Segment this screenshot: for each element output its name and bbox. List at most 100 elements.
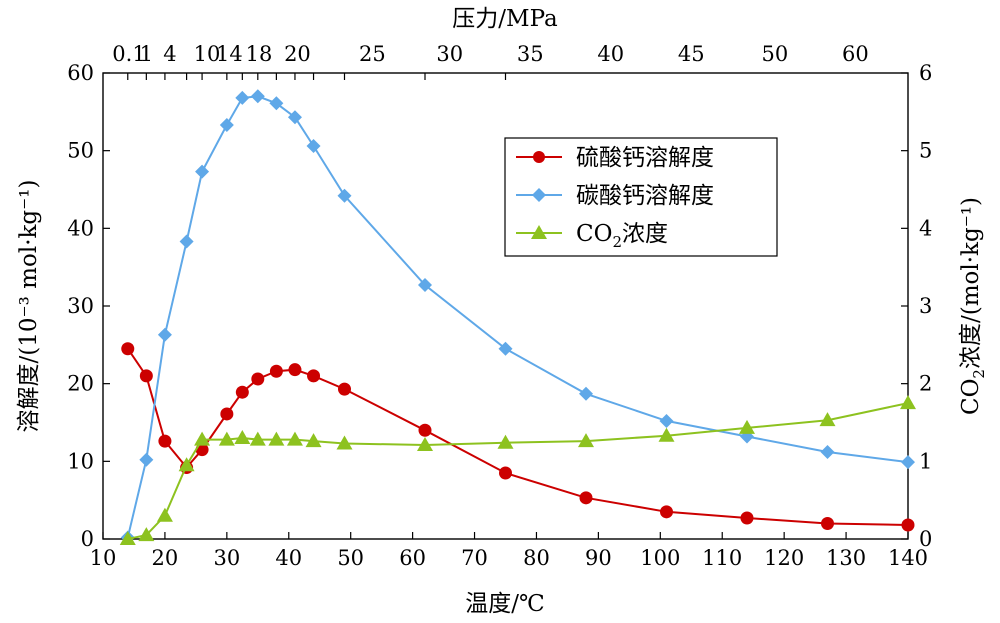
y-left-tick-label: 30 — [67, 294, 94, 318]
x-tick-label: 50 — [337, 546, 364, 570]
y-left-tick-label: 50 — [67, 139, 94, 163]
legend-label-series-0: 硫酸钙溶解度 — [576, 145, 714, 171]
data-point-circle — [307, 369, 321, 383]
y-right-tick-label: 5 — [919, 139, 932, 163]
data-point-circle — [740, 511, 754, 525]
y-left-tick-label: 60 — [67, 61, 94, 85]
legend-item-series-2: CO2浓度 — [516, 221, 668, 251]
legend-item-series-1: 碳酸钙溶解度 — [516, 183, 714, 209]
legend-label-series-2-part-1: CO — [576, 221, 612, 247]
data-point-diamond — [820, 445, 835, 460]
series-line-2 — [127, 402, 909, 540]
y-right-axis-title: CO2浓度/(mol·kg⁻¹) — [958, 197, 988, 415]
data-point-diamond — [287, 110, 302, 125]
y-left-tick-label: 0 — [81, 527, 94, 551]
x-tick-label: 10 — [90, 546, 117, 570]
x2-tick-label: 10 — [194, 42, 221, 66]
x2-tick-label: 20 — [284, 42, 311, 66]
data-point-circle — [418, 423, 432, 437]
axis-ticks: 10 20 30 40 50 60 70 80 90 100 110 120 130 1400102030… — [67, 42, 932, 570]
data-point-triangle — [234, 430, 251, 445]
data-point-triangle — [286, 431, 303, 446]
x2-tick-label: 1 — [140, 42, 153, 66]
y-left-tick-label: 40 — [67, 216, 94, 240]
data-point-triangle — [305, 433, 322, 448]
x2-tick-label: 35 — [517, 42, 544, 66]
data-point-circle — [121, 342, 135, 356]
data-point-circle — [220, 407, 234, 421]
data-point-triangle — [119, 531, 136, 545]
data-point-circle — [499, 466, 512, 480]
y-right-title-part-2: 浓度/(mol·kg⁻¹) — [958, 197, 984, 369]
data-point-circle — [660, 505, 673, 519]
y-left-tick-label: 20 — [67, 372, 94, 396]
data-point-circle — [821, 516, 834, 530]
data-point-diamond — [235, 90, 250, 105]
data-point-diamond — [337, 188, 352, 203]
data-point-triangle — [156, 507, 173, 522]
data-point-diamond — [306, 139, 321, 154]
data-point-circle — [235, 385, 249, 399]
x2-tick-label: 18 — [246, 42, 273, 66]
data-point-triangle — [138, 527, 155, 542]
y-right-tick-label: 1 — [919, 449, 932, 473]
x-tick-label: 100 — [640, 546, 680, 570]
data-point-circle — [251, 372, 265, 386]
x-tick-label: 30 — [213, 546, 240, 570]
y-right-title-sub: 2 — [970, 369, 988, 379]
y-right-tick-label: 0 — [919, 527, 932, 551]
data-point-triangle — [497, 434, 514, 449]
y-right-title-part-1: CO — [958, 379, 984, 415]
x2-tick-label: 45 — [678, 42, 705, 66]
x-tick-label: 40 — [275, 546, 302, 570]
data-point-circle — [288, 363, 302, 377]
y-left-axis-title: 溶解度/(10⁻³ mol·kg⁻¹) — [16, 180, 42, 433]
legend: 硫酸钙溶解度 碳酸钙溶解度 CO2浓度 — [504, 137, 778, 257]
data-point-diamond — [269, 96, 284, 111]
x-tick-label: 90 — [585, 546, 612, 570]
x-tick-label: 60 — [399, 546, 426, 570]
x2-tick-label: 14 — [216, 42, 243, 66]
data-point-circle — [338, 382, 351, 396]
x-tick-label: 120 — [764, 546, 804, 570]
data-point-triangle — [739, 419, 755, 434]
x2-tick-label: 40 — [597, 42, 624, 66]
x2-tick-label: 30 — [436, 42, 463, 66]
data-point-circle — [579, 491, 593, 505]
data-point-triangle — [578, 433, 594, 448]
data-point-triangle — [268, 431, 285, 446]
legend-label-series-2: CO2浓度 — [576, 221, 668, 251]
data-point-diamond — [219, 118, 234, 133]
y-right-tick-label: 4 — [919, 216, 932, 240]
data-point-triangle — [417, 437, 433, 452]
data-point-triangle — [218, 431, 235, 446]
legend-label-series-1: 碳酸钙溶解度 — [576, 183, 714, 209]
legend-label-series-2-part-2: 浓度 — [622, 221, 668, 247]
data-point-triangle — [336, 435, 353, 450]
data-point-diamond — [498, 341, 513, 356]
y-right-tick-label: 6 — [919, 61, 932, 85]
data-point-triangle — [900, 395, 916, 410]
data-point-circle — [269, 364, 283, 378]
x-tick-label: 140 — [888, 546, 928, 570]
data-point-diamond — [157, 327, 172, 342]
y-left-tick-label: 10 — [67, 449, 94, 473]
x-tick-label: 130 — [826, 546, 866, 570]
x-tick-label: 70 — [461, 546, 488, 570]
x-tick-label: 20 — [152, 546, 179, 570]
x-axis-title: 温度/℃ — [465, 591, 544, 617]
data-point-triangle — [819, 412, 836, 427]
x2-tick-label: 60 — [842, 42, 869, 66]
data-point-triangle — [178, 457, 195, 472]
x2-tick-label: 25 — [359, 42, 386, 66]
x2-tick-label: 50 — [761, 42, 788, 66]
legend-marker-diamond — [532, 188, 546, 202]
legend-label-series-2-sub: 2 — [612, 233, 622, 251]
series-layer — [119, 89, 916, 545]
data-point-diamond — [579, 386, 593, 401]
x2-axis-title: 压力/MPa — [452, 6, 558, 32]
data-point-diamond — [901, 455, 915, 470]
data-point-diamond — [139, 452, 154, 467]
x-tick-label: 110 — [702, 546, 742, 570]
data-point-triangle — [249, 431, 266, 446]
